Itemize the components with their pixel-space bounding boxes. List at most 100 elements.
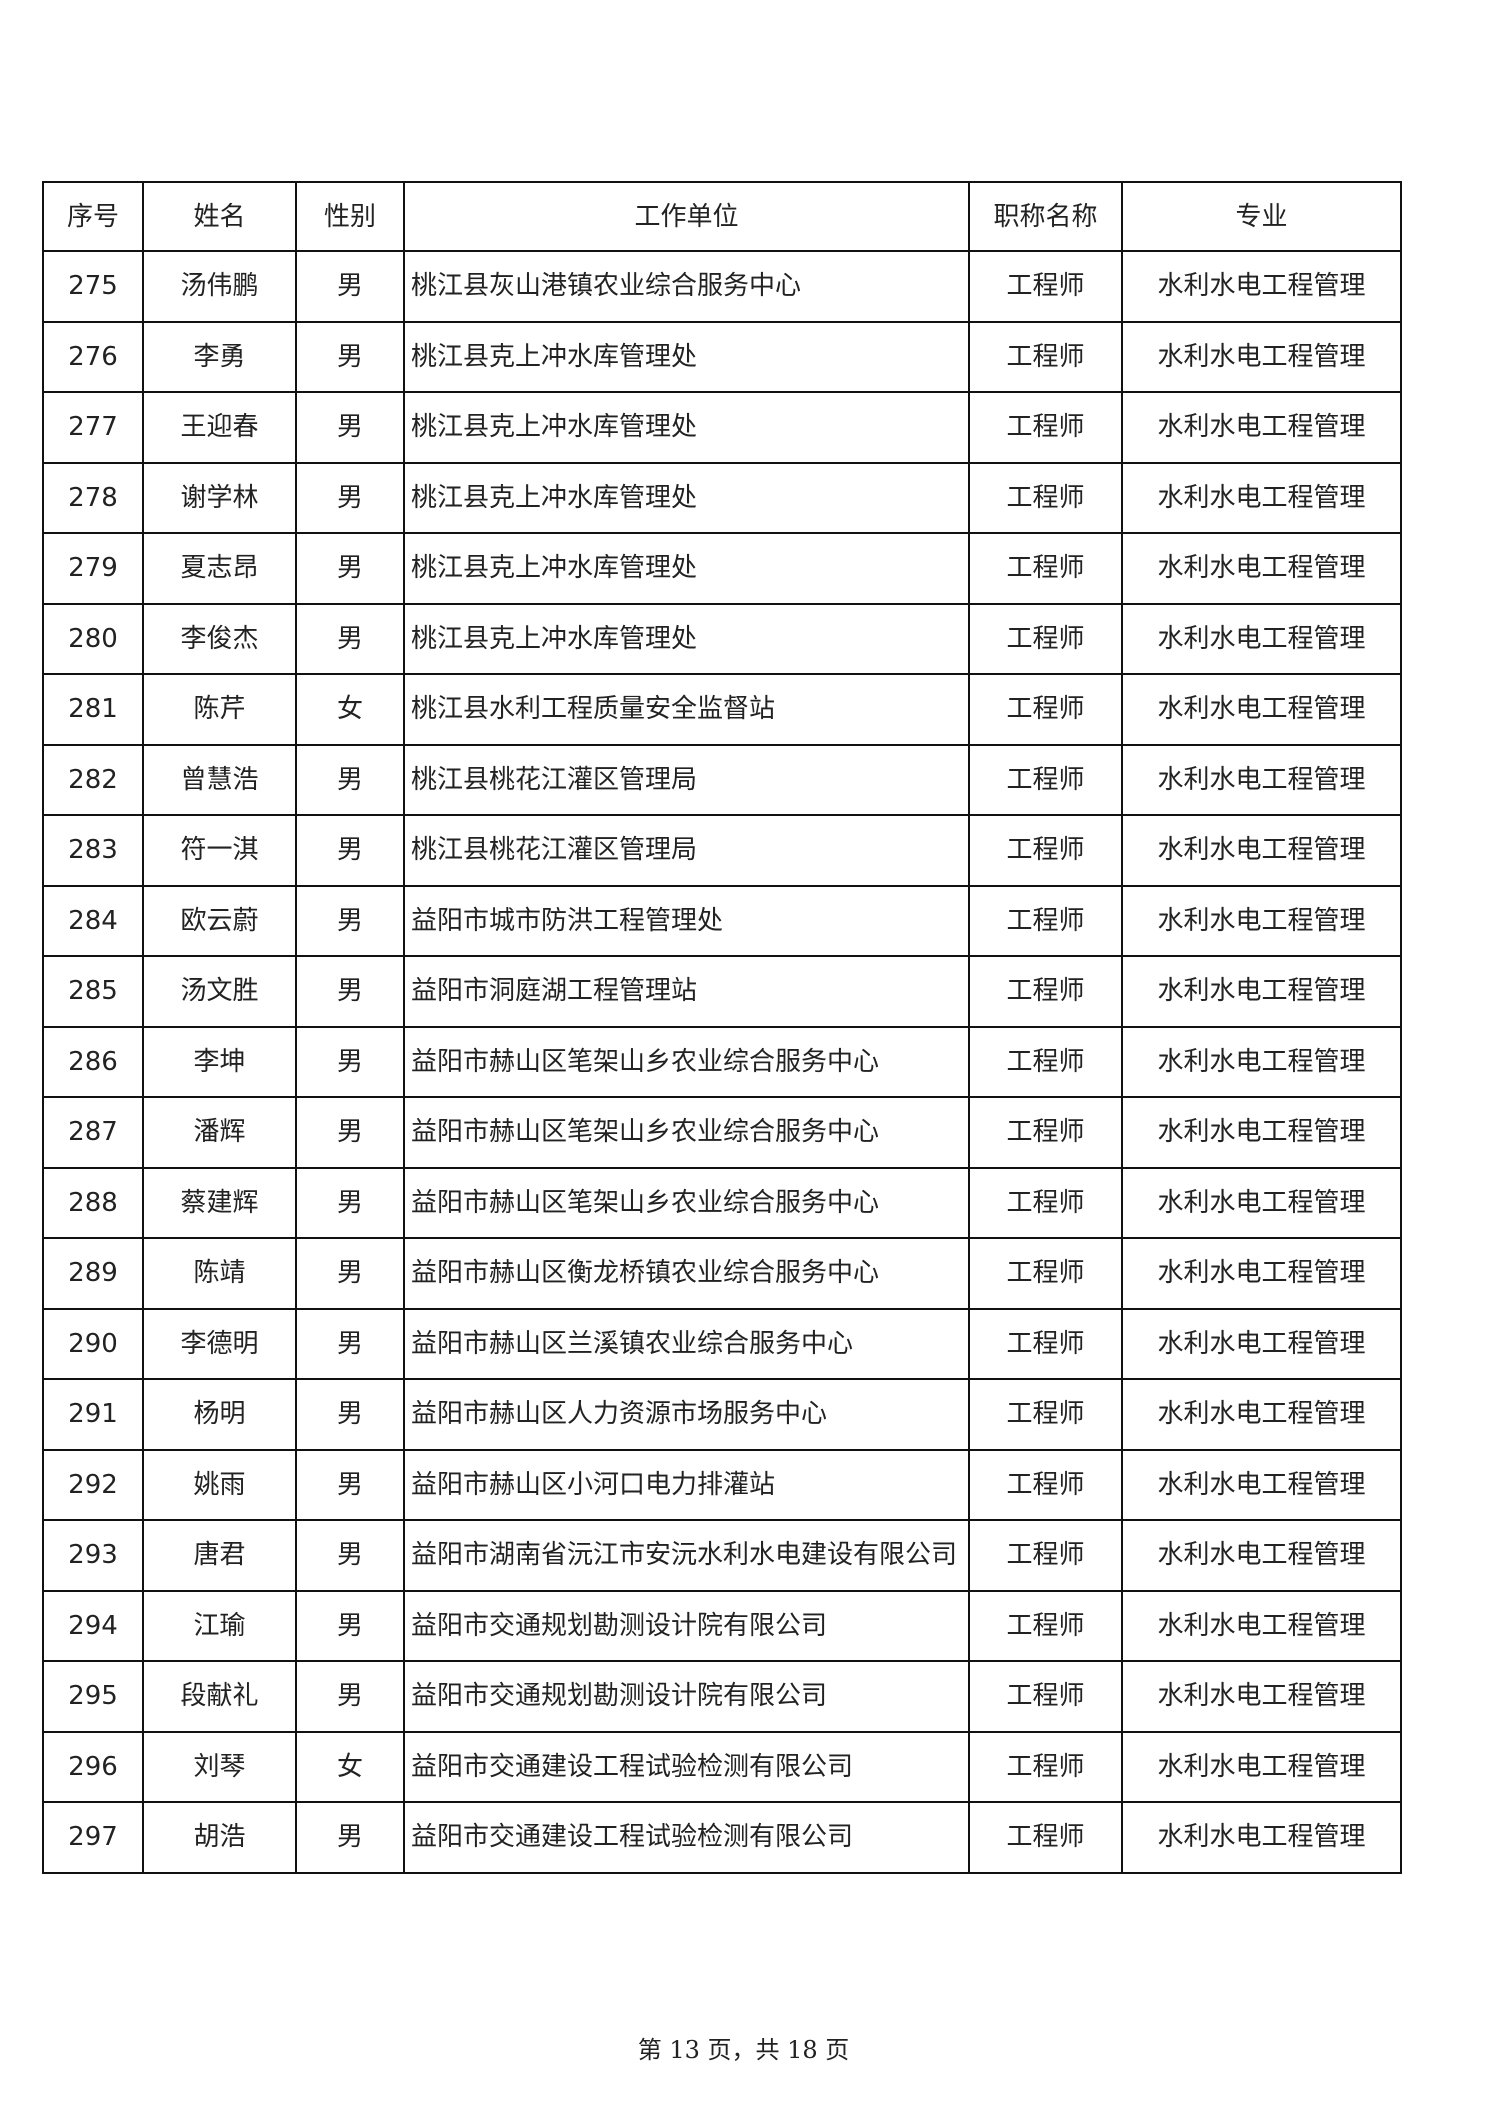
cell-name: 李坤 [142,1025,297,1098]
cell-work-unit: 益阳市赫山区笔架山乡农业综合服务中心 [403,1025,970,1098]
cell-index: 283 [42,814,144,887]
table-row: 288 蔡建辉男益阳市赫山区笔架山乡农业综合服务中心 工程师 水利水电工程管理 [42,1166,1402,1239]
header-title: 职称名称 [968,181,1123,252]
cell-index: 284 [42,884,144,957]
cell-name: 曾慧浩 [142,743,297,816]
cell-major: 水利水电工程管理 [1121,743,1402,816]
cell-gender: 男 [295,1307,405,1380]
table-row: 283 符一淇男桃江县桃花江灌区管理局 工程师 水利水电工程管理 [42,814,1402,887]
table-row: 292 姚雨男益阳市赫山区小河口电力排灌站 工程师 水利水电工程管理 [42,1448,1402,1521]
cell-work-unit: 益阳市交通建设工程试验检测有限公司 [403,1801,970,1874]
header-index: 序号 [42,181,144,252]
cell-name: 夏志昂 [142,532,297,605]
cell-title: 工程师 [968,743,1123,816]
cell-index: 280 [42,602,144,675]
cell-gender: 男 [295,884,405,957]
table-header-row: 序号 姓名 性别 工作单位 职称名称 专业 [42,181,1402,252]
cell-major: 水利水电工程管理 [1121,1801,1402,1874]
cell-major: 水利水电工程管理 [1121,391,1402,464]
cell-name: 唐君 [142,1519,297,1592]
cell-work-unit: 桃江县克上冲水库管理处 [403,532,970,605]
cell-work-unit: 益阳市赫山区人力资源市场服务中心 [403,1378,970,1451]
cell-name: 段献礼 [142,1660,297,1733]
cell-gender: 男 [295,1237,405,1310]
cell-index: 278 [42,461,144,534]
cell-gender: 男 [295,1448,405,1521]
cell-index: 279 [42,532,144,605]
cell-index: 296 [42,1730,144,1803]
cell-gender: 男 [295,955,405,1028]
cell-gender: 男 [295,1519,405,1592]
cell-name: 姚雨 [142,1448,297,1521]
table-row: 284 欧云蔚男益阳市城市防洪工程管理处 工程师 水利水电工程管理 [42,884,1402,957]
cell-major: 水利水电工程管理 [1121,1730,1402,1803]
cell-title: 工程师 [968,532,1123,605]
cell-index: 277 [42,391,144,464]
table-row: 295 段献礼男益阳市交通规划勘测设计院有限公司 工程师 水利水电工程管理 [42,1660,1402,1733]
table-row: 285 汤文胜男益阳市洞庭湖工程管理站 工程师 水利水电工程管理 [42,955,1402,1028]
cell-work-unit: 桃江县桃花江灌区管理局 [403,743,970,816]
header-name: 姓名 [142,181,297,252]
table-row: 296 刘琴女益阳市交通建设工程试验检测有限公司 工程师 水利水电工程管理 [42,1730,1402,1803]
cell-name: 潘辉 [142,1096,297,1169]
cell-work-unit: 益阳市城市防洪工程管理处 [403,884,970,957]
table-row: 287 潘辉男益阳市赫山区笔架山乡农业综合服务中心 工程师 水利水电工程管理 [42,1096,1402,1169]
table-row: 297 胡浩男益阳市交通建设工程试验检测有限公司 工程师 水利水电工程管理 [42,1801,1402,1874]
cell-title: 工程师 [968,1025,1123,1098]
cell-name: 欧云蔚 [142,884,297,957]
cell-major: 水利水电工程管理 [1121,1519,1402,1592]
cell-title: 工程师 [968,1660,1123,1733]
cell-title: 工程师 [968,1519,1123,1592]
cell-name: 李勇 [142,320,297,393]
table-row: 280 李俊杰男桃江县克上冲水库管理处 工程师 水利水电工程管理 [42,602,1402,675]
cell-work-unit: 益阳市交通规划勘测设计院有限公司 [403,1660,970,1733]
cell-index: 275 [42,250,144,323]
cell-major: 水利水电工程管理 [1121,673,1402,746]
cell-major: 水利水电工程管理 [1121,1166,1402,1239]
cell-gender: 男 [295,1589,405,1662]
cell-title: 工程师 [968,1801,1123,1874]
cell-index: 294 [42,1589,144,1662]
table-row: 281 陈芹女桃江县水利工程质量安全监督站 工程师 水利水电工程管理 [42,673,1402,746]
cell-work-unit: 桃江县克上冲水库管理处 [403,602,970,675]
cell-gender: 男 [295,1801,405,1874]
cell-work-unit: 桃江县克上冲水库管理处 [403,320,970,393]
cell-work-unit: 桃江县克上冲水库管理处 [403,461,970,534]
cell-work-unit: 益阳市赫山区衡龙桥镇农业综合服务中心 [403,1237,970,1310]
cell-gender: 男 [295,743,405,816]
cell-name: 谢学林 [142,461,297,534]
table-row: 282 曾慧浩男桃江县桃花江灌区管理局 工程师 水利水电工程管理 [42,743,1402,816]
cell-major: 水利水电工程管理 [1121,884,1402,957]
header-gender: 性别 [295,181,405,252]
cell-gender: 男 [295,602,405,675]
cell-work-unit: 益阳市赫山区笔架山乡农业综合服务中心 [403,1166,970,1239]
cell-index: 276 [42,320,144,393]
cell-title: 工程师 [968,1448,1123,1521]
cell-major: 水利水电工程管理 [1121,250,1402,323]
cell-gender: 女 [295,673,405,746]
header-work-unit: 工作单位 [403,181,970,252]
cell-title: 工程师 [968,884,1123,957]
cell-index: 297 [42,1801,144,1874]
cell-name: 汤伟鹏 [142,250,297,323]
cell-gender: 男 [295,1660,405,1733]
cell-index: 285 [42,955,144,1028]
cell-title: 工程师 [968,391,1123,464]
cell-work-unit: 益阳市湖南省沅江市安沅水利水电建设有限公司 [403,1519,970,1592]
cell-gender: 男 [295,461,405,534]
cell-gender: 男 [295,1096,405,1169]
cell-gender: 男 [295,391,405,464]
cell-work-unit: 桃江县水利工程质量安全监督站 [403,673,970,746]
table-row: 289 陈靖男益阳市赫山区衡龙桥镇农业综合服务中心 工程师 水利水电工程管理 [42,1237,1402,1310]
cell-index: 282 [42,743,144,816]
cell-title: 工程师 [968,602,1123,675]
table-row: 293 唐君男益阳市湖南省沅江市安沅水利水电建设有限公司 工程师 水利水电工程管理 [42,1519,1402,1592]
cell-name: 刘琴 [142,1730,297,1803]
cell-major: 水利水电工程管理 [1121,1589,1402,1662]
cell-major: 水利水电工程管理 [1121,1448,1402,1521]
cell-title: 工程师 [968,955,1123,1028]
cell-work-unit: 桃江县桃花江灌区管理局 [403,814,970,887]
table-row: 276 李勇男桃江县克上冲水库管理处 工程师 水利水电工程管理 [42,320,1402,393]
cell-gender: 男 [295,1025,405,1098]
cell-title: 工程师 [968,1307,1123,1380]
